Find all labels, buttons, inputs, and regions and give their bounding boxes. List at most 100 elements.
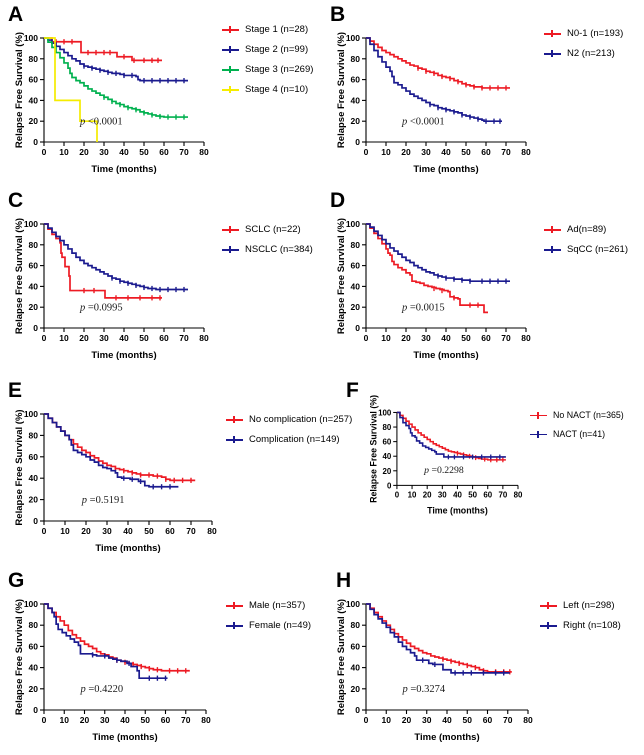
legend-swatch-line-icon — [544, 225, 561, 234]
y-axis-title: Relapse Free Survival (%) — [14, 409, 25, 525]
x-tick-label: 10 — [408, 490, 417, 499]
plot-area-b: 0 10 20 30 40 50 60 70 80 0 20 40 60 80 100 Time (month… — [336, 32, 531, 175]
x-tick-label: 80 — [207, 526, 217, 536]
p-symbol: p — [401, 116, 407, 127]
legend-d: Ad(n=89) SqCC (n=261) — [544, 224, 628, 255]
p-value-text: =0.0995 — [85, 302, 122, 313]
legend-swatch-line-icon — [544, 49, 561, 58]
x-tick-label: 80 — [523, 715, 533, 725]
y-tick-label: 60 — [29, 75, 39, 85]
y-tick-label: 40 — [29, 281, 39, 291]
x-tick-label: 0 — [395, 490, 400, 499]
legend-item[interactable]: Right (n=108) — [540, 620, 621, 631]
x-axis-title: Time (months) — [413, 350, 478, 361]
p-value-text: =0.2298 — [429, 465, 464, 476]
x-tick-label: 20 — [79, 147, 89, 157]
x-tick-label: 40 — [441, 147, 451, 157]
x-tick-label: 30 — [102, 526, 112, 536]
y-axis-title: Relapse Free Survival (%) — [336, 218, 347, 334]
legend-item[interactable]: No complication (n=257) — [226, 414, 352, 425]
legend-swatch-line-icon — [222, 25, 239, 34]
x-tick-label: 50 — [461, 147, 471, 157]
y-tick-label: 60 — [29, 641, 39, 651]
y-tick-label: 100 — [24, 219, 38, 229]
legend-item[interactable]: Ad(n=89) — [544, 224, 628, 235]
p-value-label: p =0.3274 — [401, 684, 445, 695]
x-tick-label: 70 — [179, 147, 189, 157]
panel-letter-g: G — [8, 569, 25, 592]
legend-item[interactable]: SCLC (n=22) — [222, 224, 313, 235]
legend-item[interactable]: Stage 4 (n=10) — [222, 84, 313, 95]
p-value-label: p <0.0001 — [401, 116, 445, 127]
legend-label: NACT (n=41) — [553, 429, 606, 439]
y-axis-title: Relapse Free Survival (%) — [336, 599, 347, 715]
legend-label: SCLC (n=22) — [245, 224, 301, 235]
legend-item[interactable]: SqCC (n=261) — [544, 244, 628, 255]
legend-label: NSCLC (n=384) — [245, 244, 313, 255]
legend-item[interactable]: NACT (n=41) — [530, 429, 624, 439]
legend-label: Left (n=298) — [563, 600, 615, 611]
plot-area-c: 0 10 20 30 40 50 60 70 80 0 20 40 60 80 100 Time (month… — [14, 218, 209, 361]
p-value-text: =0.4220 — [86, 684, 123, 695]
y-tick-label: 40 — [29, 473, 39, 483]
x-tick-label: 0 — [364, 147, 369, 157]
legend-item[interactable]: Stage 3 (n=269) — [222, 64, 313, 75]
legend-label: Male (n=357) — [249, 600, 306, 611]
legend-label: Stage 1 (n=28) — [245, 24, 309, 35]
x-tick-label: 20 — [81, 526, 91, 536]
legend-label: Stage 4 (n=10) — [245, 84, 309, 95]
x-tick-label: 80 — [201, 715, 211, 725]
p-symbol: p — [81, 495, 87, 506]
chart-h: 0 10 20 30 40 50 60 70 80 0 20 40 60 80 100 Time (month… — [322, 582, 534, 744]
p-symbol: p — [423, 465, 429, 476]
x-tick-label: 50 — [468, 490, 477, 499]
legend-item[interactable]: No NACT (n=365) — [530, 410, 624, 420]
chart-f: 0 10 20 30 40 50 60 70 80 0 20 40 60 80 100 Time (month… — [356, 392, 524, 517]
y-tick-label: 40 — [383, 452, 392, 461]
panel-letter-a: A — [8, 3, 24, 26]
legend-a: Stage 1 (n=28) Stage 2 (n=99) Stage 3 (n=2… — [222, 24, 313, 95]
y-axis-title: Relapse Free Survival (%) — [368, 395, 378, 503]
x-tick-label: 10 — [382, 715, 392, 725]
x-tick-label: 30 — [422, 715, 432, 725]
survival-curve — [44, 413, 196, 482]
x-tick-label: 40 — [120, 715, 130, 725]
survival-curve — [366, 603, 510, 674]
legend-item[interactable]: N0-1 (n=193) — [544, 28, 623, 39]
survival-curve — [44, 37, 98, 142]
legend-item[interactable]: Stage 2 (n=99) — [222, 44, 313, 55]
x-tick-label: 60 — [159, 147, 169, 157]
legend-item[interactable]: Left (n=298) — [540, 600, 621, 611]
y-tick-label: 60 — [351, 261, 361, 271]
x-tick-label: 70 — [181, 715, 191, 725]
y-tick-label: 0 — [355, 705, 360, 715]
legend-g: Male (n=357) Female (n=49) — [226, 600, 311, 631]
survival-curve — [396, 411, 506, 458]
legend-c: SCLC (n=22) NSCLC (n=384) — [222, 224, 313, 255]
survival-curve — [44, 37, 188, 82]
y-tick-label: 60 — [351, 75, 361, 85]
x-tick-label: 20 — [401, 333, 411, 343]
legend-swatch-line-icon — [222, 245, 239, 254]
legend-item[interactable]: NSCLC (n=384) — [222, 244, 313, 255]
y-tick-label: 100 — [346, 33, 360, 43]
x-tick-label: 70 — [498, 490, 507, 499]
x-tick-label: 80 — [521, 333, 531, 343]
survival-curve — [44, 603, 168, 680]
legend-item[interactable]: Male (n=357) — [226, 600, 311, 611]
p-symbol: p — [79, 116, 85, 127]
legend-e: No complication (n=257) Complication (n=1… — [226, 414, 352, 445]
legend-item[interactable]: Complication (n=149) — [226, 434, 352, 445]
legend-item[interactable]: Female (n=49) — [226, 620, 311, 631]
legend-swatch-line-icon — [226, 435, 243, 444]
y-tick-label: 100 — [346, 219, 360, 229]
y-tick-label: 20 — [351, 302, 361, 312]
y-tick-label: 60 — [351, 641, 361, 651]
y-tick-label: 40 — [29, 663, 39, 673]
y-tick-label: 100 — [378, 408, 392, 417]
legend-item[interactable]: Stage 1 (n=28) — [222, 24, 313, 35]
x-tick-label: 70 — [501, 333, 511, 343]
legend-item[interactable]: N2 (n=213) — [544, 48, 623, 59]
legend-label: No NACT (n=365) — [553, 410, 624, 420]
x-tick-label: 30 — [99, 333, 109, 343]
